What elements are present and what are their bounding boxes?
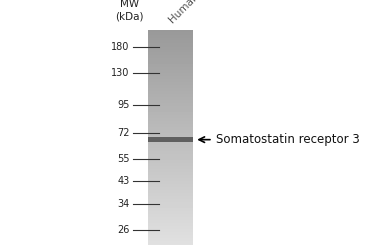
- Text: 55: 55: [117, 154, 130, 164]
- Text: Human testis: Human testis: [167, 0, 223, 26]
- Text: 26: 26: [117, 225, 130, 235]
- Text: 34: 34: [117, 199, 130, 209]
- Text: 72: 72: [117, 128, 130, 138]
- Bar: [148, 137, 192, 142]
- Text: 130: 130: [111, 68, 130, 78]
- Text: 180: 180: [111, 42, 130, 52]
- Text: Somatostatin receptor 3: Somatostatin receptor 3: [216, 133, 360, 146]
- Text: 95: 95: [117, 100, 130, 110]
- Text: 43: 43: [117, 176, 130, 186]
- Text: MW
(kDa): MW (kDa): [116, 0, 144, 22]
